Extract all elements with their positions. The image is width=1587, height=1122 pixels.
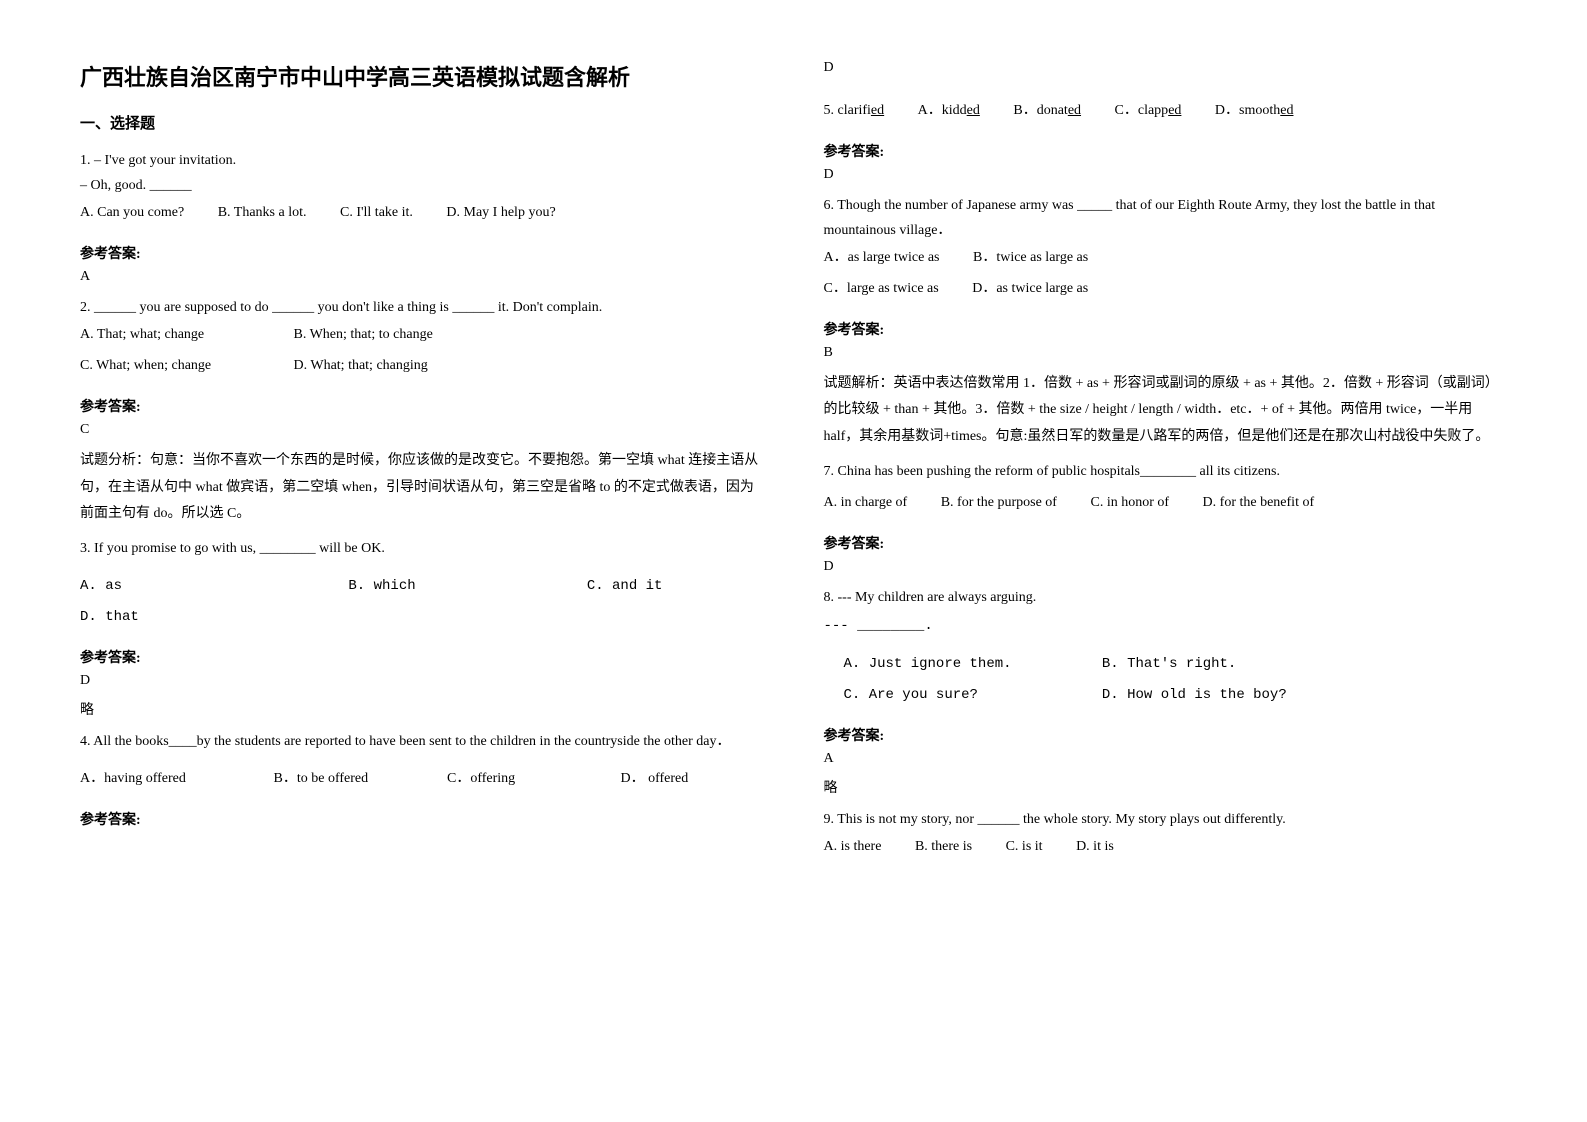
q7-opt-c: C. in honor of [1090,488,1169,519]
section-heading: 一、选择题 [80,112,764,133]
q3-opt-a: A. as [80,571,310,602]
q9-opt-d: D. it is [1076,832,1114,863]
q9-options: A. is there B. there is C. is it D. it i… [824,832,1508,863]
left-column: 广西壮族自治区南宁市中山中学高三英语模拟试题含解析 一、选择题 1. – I'v… [80,60,764,1062]
question-2: 2. ______ you are supposed to do ______ … [80,295,764,382]
q4-opt-b: B．to be offered [274,764,414,795]
q2-opt-b: B. When; that; to change [294,320,433,351]
question-4: 4. All the books____by the students are … [80,729,764,795]
question-7: 7. China has been pushing the reform of … [824,459,1508,519]
q5-opt-a: A．kidded [918,96,980,127]
q8-line1: 8. --- My children are always arguing. [824,585,1508,610]
answer-5: D [824,167,1508,183]
question-5: 5. clarified A．kidded B．donated C．clappe… [824,96,1508,127]
q5-opt-b: B．donated [1013,96,1081,127]
q9-opt-b: B. there is [915,832,972,863]
q2-opt-d: D. What; that; changing [294,351,428,382]
q6-line1: 6. Though the number of Japanese army wa… [824,193,1508,243]
q3-opt-c: C. and it [587,571,663,602]
answer-6-explain: 试题解析：英语中表达倍数常用 1．倍数 + as + 形容词或副词的原级 + a… [824,371,1508,451]
answer-6: B [824,345,1508,361]
question-9: 9. This is not my story, nor ______ the … [824,807,1508,863]
q1-line2: – Oh, good. ______ [80,173,764,198]
q6-opt-c: C．large as twice as [824,274,939,305]
answer-2: C [80,422,764,438]
answer-3: D [80,673,764,689]
q6-options: A．as large twice as B．twice as large as … [824,243,1508,305]
answer-2-explain: 试题分析：句意：当你不喜欢一个东西的是时候，你应该做的是改变它。不要抱怨。第一空… [80,448,764,528]
q8-opt-d: D. How old is the boy? [1102,680,1287,711]
q1-line1: 1. – I've got your invitation. [80,148,764,173]
q8-options: A. Just ignore them. B. That's right. C.… [824,649,1508,711]
q1-opt-c: C. I'll take it. [340,198,413,229]
q6-opt-d: D．as twice large as [972,274,1088,305]
q6-opt-b: B．twice as large as [973,243,1088,274]
q1-opt-b: B. Thanks a lot. [218,198,307,229]
q5-options: 5. clarified A．kidded B．donated C．clappe… [824,96,1508,127]
answer-label-7: 参考答案: [824,533,1508,553]
q5-opt-d: D．smoothed [1215,96,1294,127]
q4-opt-d: D． offered [621,764,689,795]
answer-label-1: 参考答案: [80,243,764,263]
q4-opt-a: A．having offered [80,764,240,795]
answer-label-3: 参考答案: [80,647,764,667]
answer-8: A [824,751,1508,767]
q7-opt-d: D. for the benefit of [1203,488,1315,519]
q8-opt-b: B. That's right. [1102,649,1236,680]
q3-line1: 3. If you promise to go with us, _______… [80,536,764,561]
q4-options: A．having offered B．to be offered C．offer… [80,764,764,795]
question-8: 8. --- My children are always arguing. -… [824,585,1508,711]
question-3: 3. If you promise to go with us, _______… [80,536,764,633]
q9-line1: 9. This is not my story, nor ______ the … [824,807,1508,832]
answer-label-4: 参考答案: [80,809,764,829]
answer-3-lue: 略 [80,699,764,719]
q9-opt-c: C. is it [1006,832,1043,863]
q2-line1: 2. ______ you are supposed to do ______ … [80,295,764,320]
question-1: 1. – I've got your invitation. – Oh, goo… [80,148,764,229]
answer-label-8: 参考答案: [824,725,1508,745]
answer-1: A [80,269,764,285]
q9-opt-a: A. is there [824,832,882,863]
q5-word: 5. clarified [824,96,885,127]
q4-opt-c: C．offering [447,764,587,795]
answer-label-6: 参考答案: [824,319,1508,339]
q3-opt-d: D. that [80,602,139,633]
q1-opt-a: A. Can you come? [80,198,184,229]
q2-opt-a: A. That; what; change [80,320,260,351]
q6-opt-a: A．as large twice as [824,243,940,274]
q5-opt-c: C．clapped [1115,96,1182,127]
q8-line2: --- ________. [824,614,1508,639]
q1-options: A. Can you come? B. Thanks a lot. C. I'l… [80,198,764,229]
q7-options: A. in charge of B. for the purpose of C.… [824,488,1508,519]
answer-4: D [824,60,1508,76]
q8-opt-c: C. Are you sure? [844,680,1064,711]
document-title: 广西壮族自治区南宁市中山中学高三英语模拟试题含解析 [80,60,764,92]
q2-opt-c: C. What; when; change [80,351,260,382]
answer-7: D [824,559,1508,575]
q3-opt-b: B. which [348,571,548,602]
question-6: 6. Though the number of Japanese army wa… [824,193,1508,305]
q7-line1: 7. China has been pushing the reform of … [824,459,1508,484]
q2-options: A. That; what; change B. When; that; to … [80,320,764,382]
q4-line1: 4. All the books____by the students are … [80,729,764,754]
q7-opt-b: B. for the purpose of [941,488,1057,519]
q7-opt-a: A. in charge of [824,488,908,519]
answer-label-5: 参考答案: [824,141,1508,161]
answer-8-lue: 略 [824,777,1508,797]
q3-options: A. as B. which C. and it D. that [80,571,764,633]
right-column: D 5. clarified A．kidded B．donated C．clap… [824,60,1508,1062]
answer-label-2: 参考答案: [80,396,764,416]
q8-opt-a: A. Just ignore them. [844,649,1064,680]
q1-opt-d: D. May I help you? [446,198,555,229]
